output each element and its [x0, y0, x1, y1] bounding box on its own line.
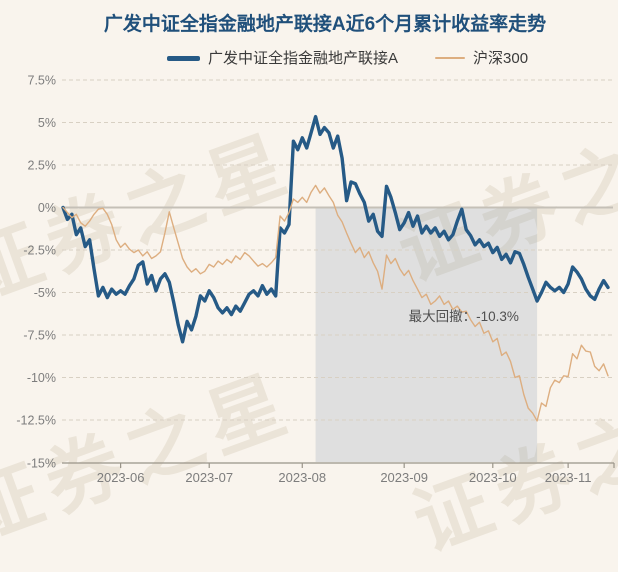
legend-label-fund: 广发中证全指金融地产联接A: [208, 49, 399, 67]
page-title: 广发中证全指金融地产联接A近6个月累计收益率走势: [103, 14, 547, 35]
x-axis-label: 2023-11: [545, 470, 592, 485]
y-axis-label: 7.5%: [28, 74, 57, 88]
y-axis-label: 0%: [38, 201, 56, 215]
x-axis-label: 2023-10: [469, 470, 517, 485]
fund-performance-chart: 证券之星 证券之星 证券之星 证券之星 广发中证全指金融地产联接A近6个月累计收…: [0, 14, 618, 567]
csi300-line-swatch-icon: [435, 57, 466, 59]
y-axis-label: -2.5%: [23, 244, 56, 258]
fund-line: [61, 114, 610, 344]
fund-line-swatch-icon: [167, 55, 200, 61]
legend-label-csi300: 沪深300: [473, 49, 529, 67]
x-axis-label: 2023-08: [278, 470, 326, 485]
chart-canvas: 7.5% 5% 2.5% 0% -2.5% -5% -7.5% -10% -12.5% -15% 2…: [16, 74, 615, 485]
y-axis-label: -15%: [27, 457, 56, 471]
x-axis-label: 2023-09: [380, 470, 428, 485]
csi300-line: [62, 184, 609, 422]
max-drawdown-annotation: 最大回撤：-10.3%: [409, 309, 519, 324]
x-axis-label: 2023-07: [185, 470, 233, 485]
y-axis-label: 5%: [38, 116, 56, 130]
y-axis-label: -12.5%: [16, 414, 56, 428]
y-axis-label: -5%: [34, 286, 56, 300]
y-axis-label: -10%: [27, 371, 56, 385]
y-axis-label: 2.5%: [28, 159, 57, 173]
legend-item-fund[interactable]: 广发中证全指金融地产联接A: [167, 51, 398, 66]
x-axis-label: 2023-06: [97, 470, 145, 485]
y-axis-label: -7.5%: [23, 329, 56, 343]
chart-legend: 广发中证全指金融地产联接A 沪深300: [167, 49, 528, 67]
legend-item-csi300[interactable]: 沪深300: [435, 51, 528, 66]
